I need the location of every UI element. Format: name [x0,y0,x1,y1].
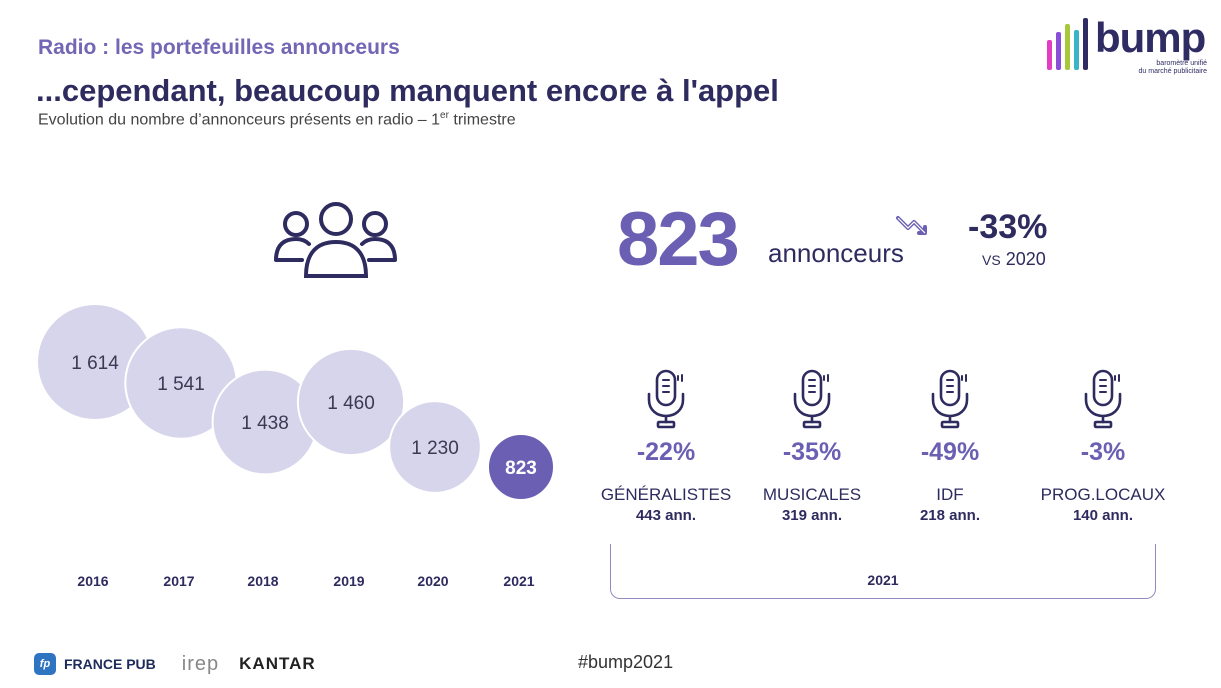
kpi-change: -33% [968,208,1048,246]
kpi-comparison: VS 2020 [982,249,1046,269]
year-label: 2016 [77,573,108,589]
france-pub-logo: fp [34,653,56,675]
bubble-2021 [487,433,555,501]
microphone-icon [931,369,969,429]
bubble-value-label: 1 541 [157,374,205,395]
segment-count: 443 ann. [635,507,697,524]
kpi-unit: annonceurs [768,238,904,268]
kpi-value: 823 [617,197,740,282]
microphone-icon [793,369,831,429]
segment-change: -22% [636,438,696,466]
segment-change: -3% [1080,438,1126,466]
segment-name: GÉNÉRALISTES [600,485,732,504]
logo-bar [1074,30,1079,70]
bubble-2020 [388,400,482,494]
segment-count: 140 ann. [1072,507,1134,524]
year-label: 2019 [333,573,364,589]
year-label: 2017 [163,573,194,589]
page-title: ...cependant, beaucoup manquent encore à… [36,73,779,108]
segment-name: MUSICALES [762,485,862,504]
kicker-title: Radio : les portefeuilles annonceurs [38,36,400,59]
logo-bar [1065,24,1070,70]
segment-change: -35% [782,438,842,466]
segment-count: 218 ann. [919,507,981,524]
year-label: 2020 [417,573,448,589]
year-label: 2021 [503,573,534,589]
segment-count: 319 ann. [781,507,843,524]
logo-bar [1083,18,1088,70]
bubble-value-label: 1 230 [411,438,459,459]
microphone-icon [1084,369,1122,429]
people-icon [274,202,397,278]
bump-logo: bump baromètre unifié du marché publicita… [1045,14,1215,78]
trend-down-icon [896,216,927,235]
segment-2: -49% IDF 218 ann. [870,368,1030,524]
segment-3: -3% PROG.LOCAUX 140 ann. [1023,368,1183,524]
bubble-value-label: 1 460 [327,393,375,414]
logo-bar [1047,40,1052,70]
bubble-value-label: 823 [505,458,537,479]
segment-name: IDF [936,485,964,504]
bubble-value-label: 1 614 [71,353,119,374]
bubble-value-label: 1 438 [241,413,289,434]
bubble-2019 [296,347,406,457]
page-subtitle: Evolution du nombre d’annonceurs présent… [38,110,516,129]
segment-1: -35% MUSICALES 319 ann. [732,368,892,524]
france-pub-name: FRANCE PUB [64,656,156,672]
kantar-logo: KANTAR [239,654,316,673]
segment-0: -22% GÉNÉRALISTES 443 ann. [586,368,746,524]
year-bracket [610,544,1156,599]
segment-name: PROG.LOCAUX [1040,485,1166,504]
hashtag: #bump2021 [578,652,674,672]
irep-logo: irep [181,652,220,675]
bracket-year-label: 2021 [867,572,899,588]
partner-logos: fp FRANCE PUB irep KANTAR [34,652,316,676]
year-label: 2018 [247,573,278,589]
logo-tagline: baromètre unifié du marché publicitaire [1138,60,1207,75]
microphone-icon [647,369,685,429]
logo-word: bump [1095,14,1206,61]
logo-bar [1056,32,1061,70]
bubble-chart: 1 614 2016 1 541 2017 1 438 2018 1 460 2019 1 23… [36,303,555,589]
segment-change: -49% [920,438,980,466]
